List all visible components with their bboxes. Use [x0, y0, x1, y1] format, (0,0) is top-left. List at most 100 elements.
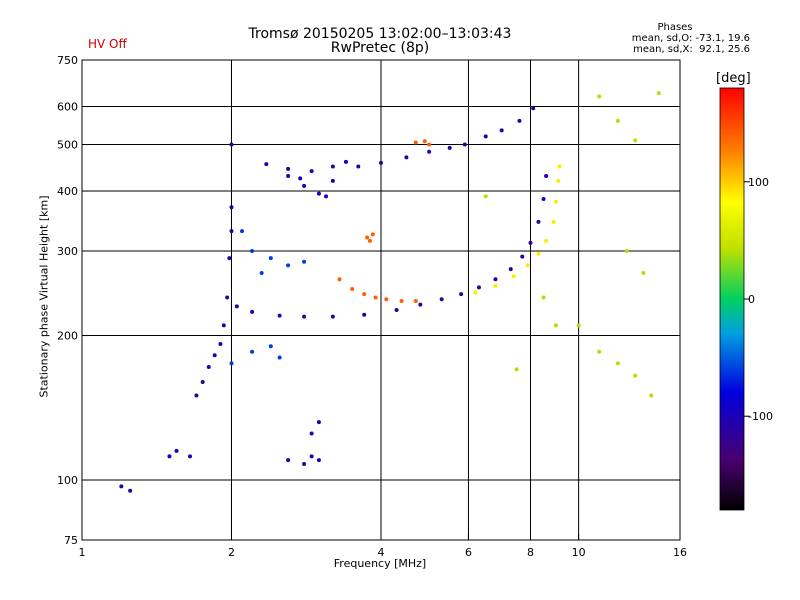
echo-point	[234, 304, 239, 309]
echo-point	[277, 355, 282, 360]
echo-point	[373, 295, 378, 300]
echo-point	[418, 302, 423, 307]
echo-point	[250, 249, 255, 254]
echo-point	[286, 458, 291, 463]
echo-point	[225, 295, 230, 300]
echo-point	[337, 277, 342, 282]
echo-point	[511, 274, 516, 279]
echo-point	[229, 229, 234, 234]
echo-point	[128, 488, 133, 493]
echo-point	[229, 361, 234, 366]
echo-point	[404, 155, 409, 160]
echo-point	[264, 162, 269, 167]
echo-point	[493, 277, 498, 282]
echo-point	[250, 309, 255, 314]
echo-point	[413, 140, 418, 145]
x-axis: 1 2 4 6 8 10 16	[79, 534, 687, 559]
echo-point	[597, 94, 602, 99]
colorbar-label: [deg]	[716, 71, 751, 86]
echo-point	[218, 342, 223, 347]
echo-point	[493, 283, 498, 288]
colorbar-tick-label: 100	[748, 176, 769, 189]
colorbar-ticks: 100 0 -100	[744, 176, 773, 423]
echo-point	[324, 194, 329, 199]
echo-point	[370, 232, 375, 237]
echo-point	[229, 142, 234, 147]
echo-point	[298, 176, 303, 181]
x-tick-label: 10	[572, 546, 586, 559]
grid-lines	[82, 60, 680, 540]
echo-point	[212, 353, 217, 358]
echo-point	[536, 219, 541, 224]
echo-point	[427, 142, 432, 147]
echo-point	[343, 159, 348, 164]
echo-point	[119, 484, 124, 489]
echo-point	[309, 431, 314, 436]
echo-point	[316, 420, 321, 425]
echo-point	[229, 205, 234, 210]
chart-title: Tromsø 20150205 13:02:00–13:03:43	[248, 26, 512, 42]
echo-point	[206, 364, 211, 369]
echo-point	[459, 292, 464, 297]
echo-point	[656, 91, 661, 96]
echo-point	[362, 312, 367, 317]
echo-point	[259, 270, 264, 275]
y-axis-label: Stationary phase Virtual Height [km]	[37, 195, 51, 398]
echo-point	[302, 314, 307, 319]
echo-point	[227, 256, 232, 261]
y-tick-label: 600	[57, 101, 78, 114]
phase-stats-x: mean, sd,X: 92.1, 25.6	[633, 44, 750, 55]
echo-point	[551, 219, 556, 224]
phase-stats-title: Phases	[657, 22, 693, 33]
echo-point	[499, 128, 504, 133]
echo-point	[447, 145, 452, 150]
echo-point	[649, 393, 654, 398]
echo-point	[576, 323, 581, 328]
echo-point	[483, 194, 488, 199]
echo-point	[544, 173, 549, 178]
echo-point	[309, 169, 314, 174]
echo-point	[362, 292, 367, 297]
x-tick-label: 8	[527, 546, 534, 559]
y-tick-label: 400	[57, 185, 78, 198]
echo-point	[615, 118, 620, 123]
echo-point	[536, 251, 541, 256]
colorbar-tick-label: 0	[748, 293, 755, 306]
echo-point	[427, 149, 432, 154]
echo-point	[188, 454, 193, 459]
hv-status: HV Off	[88, 37, 127, 51]
echo-point	[633, 138, 638, 143]
echo-point	[286, 263, 291, 268]
echo-point	[615, 361, 620, 366]
echo-point	[316, 191, 321, 196]
echo-point	[379, 160, 383, 165]
echo-point	[367, 238, 372, 243]
x-tick-label: 1	[79, 546, 86, 559]
y-tick-label: 200	[57, 330, 78, 343]
echo-point	[462, 142, 467, 147]
echo-point	[316, 458, 321, 463]
echo-point	[350, 287, 355, 292]
echo-point	[439, 297, 444, 302]
echo-point	[268, 344, 273, 349]
echo-point	[508, 267, 513, 272]
echo-point	[422, 139, 427, 144]
echo-point	[544, 238, 549, 243]
y-axis: 75 100 200 300 400 500 600 750	[57, 54, 88, 547]
echo-point	[531, 106, 536, 111]
echo-point	[174, 448, 179, 453]
y-tick-label: 100	[57, 474, 78, 487]
echo-point	[541, 197, 546, 202]
echo-point	[553, 323, 558, 328]
echo-point	[309, 454, 314, 459]
phase-stats-o: mean, sd,O: -73.1, 19.6	[631, 33, 750, 44]
echo-point	[302, 183, 307, 188]
echo-point	[556, 178, 561, 183]
echo-point	[541, 295, 546, 300]
echo-point	[330, 178, 335, 183]
echo-point	[633, 373, 638, 378]
echo-point	[597, 349, 602, 354]
echo-point	[520, 254, 525, 259]
echo-point	[268, 256, 273, 261]
